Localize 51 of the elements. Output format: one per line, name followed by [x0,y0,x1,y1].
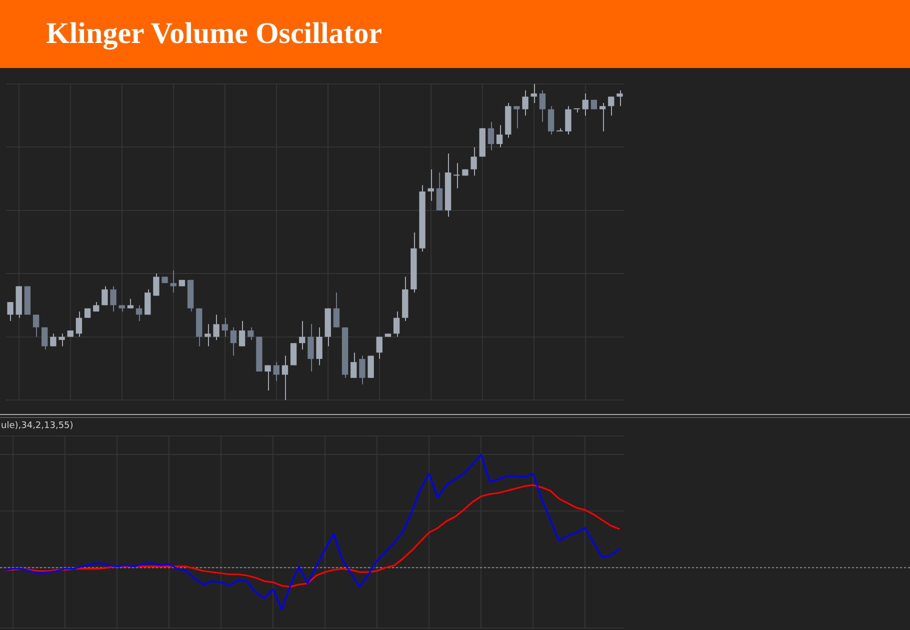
candlestick [548,106,554,136]
text: ule),34,2,13,55) [1,420,74,431]
candlestick [222,317,228,338]
candlestick [608,96,614,116]
candlestick [136,304,142,322]
candlestick [582,92,588,116]
candlestick [42,326,48,350]
candlestick [238,320,246,347]
candlestick [599,102,606,132]
candlestick [76,311,82,338]
candlestick [273,362,280,382]
candlestick [522,90,528,116]
candlestick [282,355,288,400]
candlestick [127,298,134,309]
candlestick [230,326,237,356]
candlestick [7,302,14,322]
candlestick [359,355,366,385]
candlestick [248,326,254,340]
candlestick [368,355,374,378]
candlestick [470,146,477,176]
candlestick [376,336,382,360]
candlestick [264,364,271,392]
chart-title: Klinger Volume Oscillator [46,17,382,51]
candlestick [574,108,580,113]
candlestick [50,333,56,347]
candlestick [102,286,108,306]
candlestick [170,270,176,294]
candlestick [488,121,494,151]
candlestick [110,286,116,312]
candlestick [539,90,546,122]
candlestick [153,273,160,296]
candlestick [144,288,151,316]
candlestick [616,90,623,107]
candlestick [530,84,537,104]
candlestick [393,311,400,338]
candlestick [496,124,503,148]
candlestick [299,320,306,350]
candlestick [514,106,520,129]
candlestick [204,324,211,347]
candlestick [308,324,314,372]
candlestick [454,162,460,189]
candlestick [436,172,443,211]
candlestick [213,314,220,340]
candlestick [565,106,572,136]
candlestick [333,292,340,328]
candlestick [58,333,65,347]
candlestick [350,352,357,378]
candlestick [316,326,322,366]
candlestick [290,342,297,366]
candlestick [428,168,434,202]
candlestick [32,314,40,338]
